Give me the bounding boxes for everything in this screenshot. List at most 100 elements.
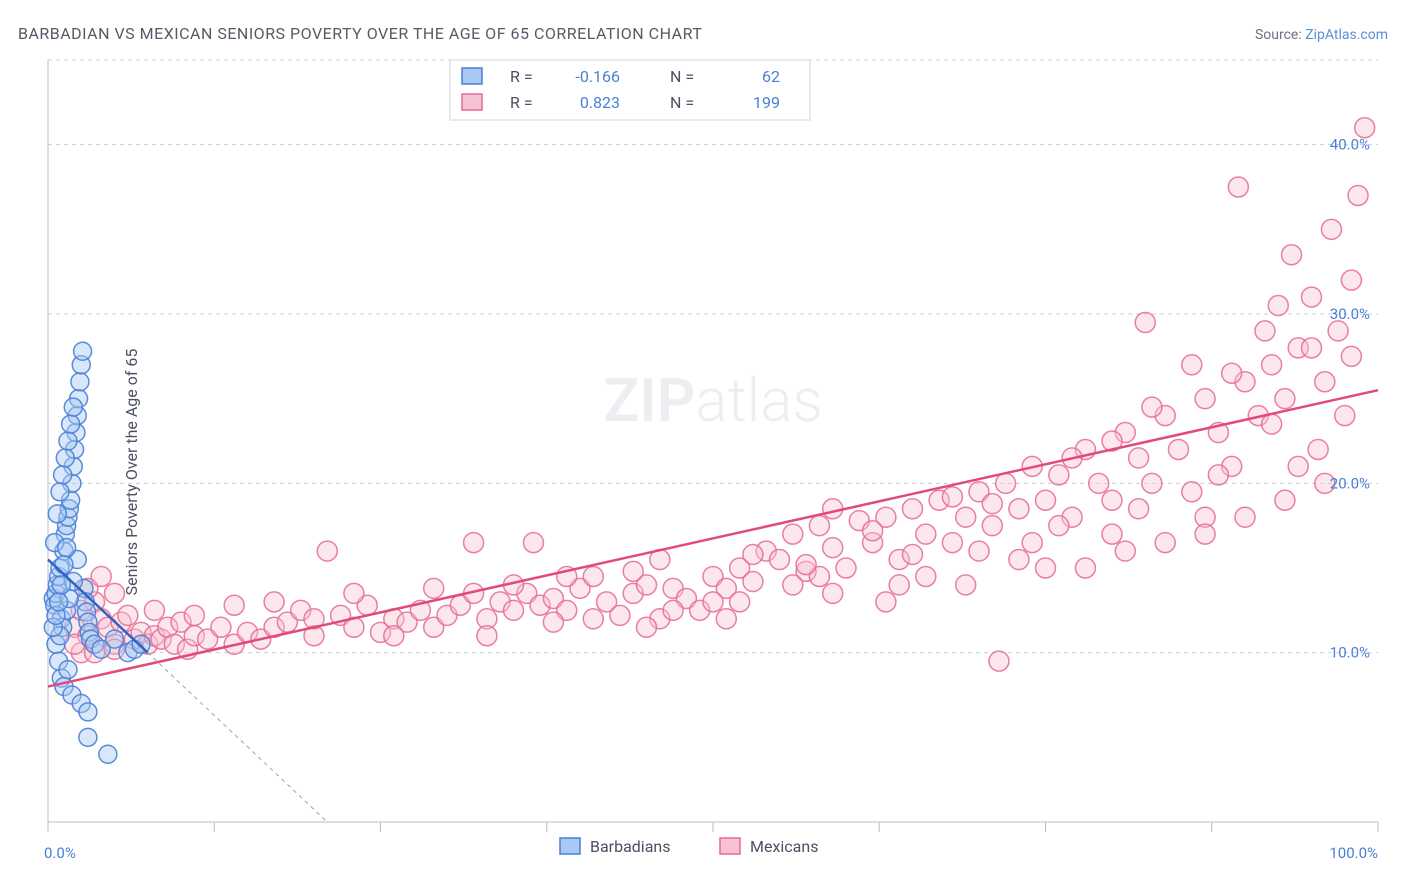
data-point <box>1282 245 1302 265</box>
data-point <box>64 398 82 416</box>
data-point <box>809 516 829 536</box>
data-point <box>1142 397 1162 417</box>
data-point <box>743 572 763 592</box>
data-point <box>969 541 989 561</box>
data-point <box>91 566 111 586</box>
data-point <box>1341 270 1361 290</box>
data-point <box>543 612 563 632</box>
data-point <box>1208 465 1228 485</box>
data-point <box>823 538 843 558</box>
data-point <box>1275 490 1295 510</box>
data-point <box>1195 524 1215 544</box>
data-point <box>1169 439 1189 459</box>
trend-extension <box>148 653 328 822</box>
data-point <box>956 507 976 527</box>
data-point <box>989 651 1009 671</box>
data-point <box>942 533 962 553</box>
data-point <box>1009 550 1029 570</box>
data-point <box>1089 473 1109 493</box>
legend-swatch <box>462 68 482 84</box>
data-point <box>1102 490 1122 510</box>
data-point <box>982 494 1002 514</box>
data-point <box>1075 558 1095 578</box>
data-point <box>916 566 936 586</box>
data-point <box>889 575 909 595</box>
data-point <box>942 487 962 507</box>
source-link[interactable]: ZipAtlas.com <box>1305 27 1388 43</box>
data-point <box>610 605 630 625</box>
data-point <box>1135 312 1155 332</box>
data-point <box>982 516 1002 536</box>
data-point <box>796 555 816 575</box>
data-point <box>54 466 72 484</box>
data-point <box>184 605 204 625</box>
data-point <box>903 499 923 519</box>
legend-swatch <box>560 838 580 854</box>
y-tick-label: 10.0% <box>1330 644 1370 662</box>
data-point <box>1341 346 1361 366</box>
data-point <box>1302 338 1322 358</box>
legend-n-label: N = <box>670 93 694 112</box>
data-point <box>344 583 364 603</box>
data-point <box>1049 465 1069 485</box>
chart-area: Seniors Poverty Over the Age of 65 ZIPat… <box>0 52 1406 892</box>
data-point <box>1036 558 1056 578</box>
data-point <box>823 583 843 603</box>
data-point <box>211 617 231 637</box>
data-point <box>1262 355 1282 375</box>
data-point <box>50 593 68 611</box>
data-point <box>716 609 736 629</box>
data-point <box>144 600 164 620</box>
data-point <box>523 533 543 553</box>
data-point <box>823 499 843 519</box>
data-point <box>996 473 1016 493</box>
data-point <box>1036 490 1056 510</box>
data-point <box>1348 185 1368 205</box>
data-point <box>743 544 763 564</box>
data-point <box>770 550 790 570</box>
data-point <box>59 432 77 450</box>
data-point <box>876 592 896 612</box>
data-point <box>1275 389 1295 409</box>
data-point <box>583 609 603 629</box>
data-point <box>730 592 750 612</box>
legend-r-value: -0.166 <box>575 67 620 86</box>
data-point <box>1022 533 1042 553</box>
data-point <box>118 605 138 625</box>
data-point <box>956 575 976 595</box>
data-point <box>783 524 803 544</box>
data-point <box>1102 524 1122 544</box>
data-point <box>1235 507 1255 527</box>
chart-header: BARBADIAN VS MEXICAN SENIORS POVERTY OVE… <box>18 24 1388 43</box>
data-point <box>56 449 74 467</box>
data-point <box>464 533 484 553</box>
chart-source: Source: ZipAtlas.com <box>1255 27 1388 43</box>
legend-r-label: R = <box>510 67 533 86</box>
legend-n-value: 199 <box>753 93 780 112</box>
data-point <box>703 592 723 612</box>
legend-n-label: N = <box>670 67 694 86</box>
data-point <box>424 578 444 598</box>
y-tick-label: 20.0% <box>1330 474 1370 492</box>
legend-n-value: 62 <box>762 67 780 86</box>
data-point <box>224 595 244 615</box>
data-point <box>916 524 936 544</box>
data-point <box>317 541 337 561</box>
data-point <box>1182 482 1202 502</box>
legend-r-value: 0.823 <box>580 93 620 112</box>
data-point <box>1142 473 1162 493</box>
data-point <box>783 575 803 595</box>
data-point <box>1228 177 1248 197</box>
data-point <box>1321 219 1341 239</box>
data-point <box>1308 439 1328 459</box>
legend-r-label: R = <box>510 93 533 112</box>
data-point <box>264 592 284 612</box>
data-point <box>384 626 404 646</box>
legend-swatch <box>720 838 740 854</box>
data-point <box>99 745 117 763</box>
data-point <box>903 544 923 564</box>
data-point <box>1222 363 1242 383</box>
data-point <box>1262 414 1282 434</box>
data-point <box>1182 355 1202 375</box>
data-point <box>637 617 657 637</box>
